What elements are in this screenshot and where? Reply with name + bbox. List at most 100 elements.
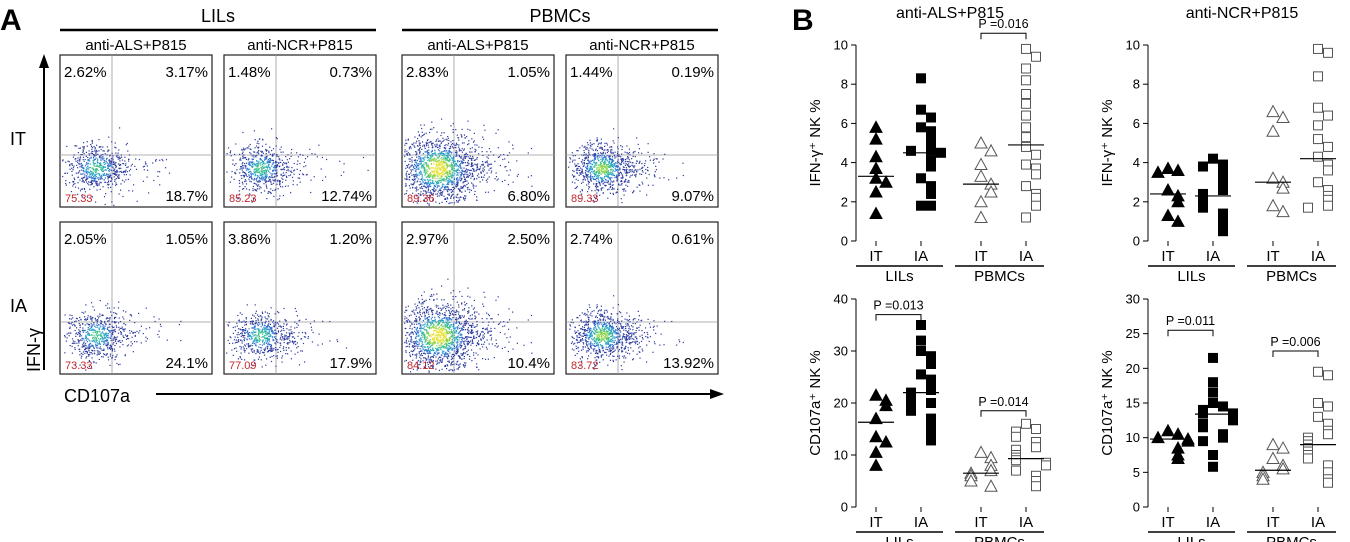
event-dot <box>244 181 246 183</box>
event-dot <box>457 160 459 162</box>
event-dot <box>82 165 84 167</box>
event-dot <box>125 338 128 340</box>
event-dot <box>457 185 459 187</box>
event-dot <box>272 163 274 165</box>
event-dot <box>275 347 277 349</box>
event-dot <box>99 315 101 317</box>
event-dot <box>118 193 120 195</box>
event-dot <box>304 336 307 338</box>
event-dot <box>124 170 126 173</box>
event-dot <box>266 174 268 176</box>
event-dot <box>625 190 627 192</box>
event-dot <box>289 340 291 342</box>
event-dot <box>416 140 418 142</box>
event-dot <box>282 172 284 174</box>
event-dot <box>419 172 421 174</box>
event-dot <box>311 329 313 331</box>
event-dot <box>635 174 637 176</box>
event-dot <box>240 165 242 168</box>
event-dot <box>411 339 413 341</box>
event-dot <box>88 360 90 362</box>
event-dot <box>278 166 280 168</box>
event-dot <box>242 131 244 134</box>
event-dot <box>264 158 266 160</box>
event-dot <box>270 183 272 185</box>
event-dot <box>90 334 92 336</box>
event-dot <box>241 342 243 344</box>
quadrant-ur: 3.17% <box>165 64 208 81</box>
event-dot <box>267 158 269 160</box>
event-dot <box>238 182 241 184</box>
event-dot <box>636 160 638 162</box>
event-dot <box>91 142 93 144</box>
event-dot <box>110 345 112 347</box>
event-dot <box>79 316 81 319</box>
event-dot <box>290 326 292 328</box>
event-dot <box>234 171 236 173</box>
event-dot <box>263 170 265 172</box>
event-dot <box>81 311 83 313</box>
event-dot <box>459 196 461 198</box>
event-dot <box>437 180 439 182</box>
event-dot <box>622 188 624 190</box>
event-dot <box>486 172 488 174</box>
event-dot <box>79 326 81 329</box>
event-dot <box>456 182 458 184</box>
event-dot <box>588 188 590 190</box>
event-dot <box>255 179 257 181</box>
event-dot <box>120 189 122 191</box>
event-dot <box>592 200 594 202</box>
event-dot <box>82 151 84 153</box>
event-dot <box>469 129 471 131</box>
event-dot <box>421 165 423 167</box>
event-dot <box>271 328 273 330</box>
event-dot <box>68 335 70 337</box>
event-dot <box>111 357 113 359</box>
event-dot <box>414 187 416 189</box>
event-dot <box>415 142 417 144</box>
event-dot <box>443 139 445 141</box>
event-dot <box>271 336 274 338</box>
event-dot <box>443 168 445 170</box>
event-dot <box>594 190 596 192</box>
event-dot <box>429 157 431 159</box>
event-dot <box>105 318 107 320</box>
event-dot <box>602 159 604 161</box>
event-dot <box>267 340 269 342</box>
event-dot <box>416 174 418 176</box>
event-dot <box>106 337 108 339</box>
event-dot <box>440 142 442 144</box>
quadrant-ll: 89.36 <box>407 193 435 205</box>
event-dot <box>100 146 102 148</box>
event-dot <box>235 163 237 165</box>
event-dot <box>429 190 432 192</box>
event-dot <box>240 348 242 350</box>
event-dot <box>662 158 664 160</box>
event-dot <box>424 190 426 192</box>
event-dot <box>250 172 252 174</box>
event-dot <box>80 339 82 341</box>
event-dot <box>457 166 459 168</box>
event-dot <box>427 166 429 168</box>
event-dot <box>252 188 254 190</box>
event-dot <box>283 337 286 339</box>
event-dot <box>426 183 428 185</box>
event-dot <box>280 335 282 337</box>
event-dot <box>122 344 124 346</box>
event-dot <box>611 184 613 186</box>
event-dot <box>97 353 99 355</box>
event-dot <box>269 158 271 160</box>
event-dot <box>417 343 419 345</box>
event-dot <box>102 356 104 358</box>
event-dot <box>294 337 296 339</box>
event-dot <box>602 163 605 165</box>
event-dot <box>289 174 292 176</box>
event-dot <box>453 156 455 158</box>
event-dot <box>469 169 471 171</box>
event-dot <box>302 342 305 345</box>
event-dot <box>288 175 290 177</box>
event-dot <box>628 163 630 165</box>
event-dot <box>421 172 423 174</box>
event-dot <box>288 342 290 344</box>
event-dot <box>434 185 436 187</box>
